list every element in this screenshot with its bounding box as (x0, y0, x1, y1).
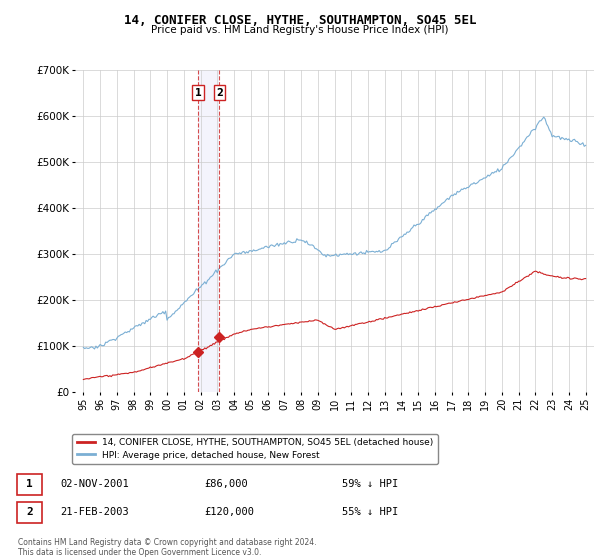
Text: 14, CONIFER CLOSE, HYTHE, SOUTHAMPTON, SO45 5EL: 14, CONIFER CLOSE, HYTHE, SOUTHAMPTON, S… (124, 14, 476, 27)
Text: 55% ↓ HPI: 55% ↓ HPI (342, 507, 398, 517)
Text: 2: 2 (216, 87, 223, 97)
Text: 1: 1 (194, 87, 201, 97)
Text: £120,000: £120,000 (204, 507, 254, 517)
Text: 02-NOV-2001: 02-NOV-2001 (60, 479, 129, 489)
Text: 59% ↓ HPI: 59% ↓ HPI (342, 479, 398, 489)
Text: Contains HM Land Registry data © Crown copyright and database right 2024.
This d: Contains HM Land Registry data © Crown c… (18, 538, 317, 557)
Text: 21-FEB-2003: 21-FEB-2003 (60, 507, 129, 517)
Text: 1: 1 (26, 479, 33, 489)
Bar (198, 70, 220, 392)
Legend: 14, CONIFER CLOSE, HYTHE, SOUTHAMPTON, SO45 5EL (detached house), HPI: Average p: 14, CONIFER CLOSE, HYTHE, SOUTHAMPTON, S… (73, 434, 438, 464)
Text: Price paid vs. HM Land Registry's House Price Index (HPI): Price paid vs. HM Land Registry's House … (151, 25, 449, 35)
Text: 2: 2 (26, 507, 33, 517)
Text: £86,000: £86,000 (204, 479, 248, 489)
